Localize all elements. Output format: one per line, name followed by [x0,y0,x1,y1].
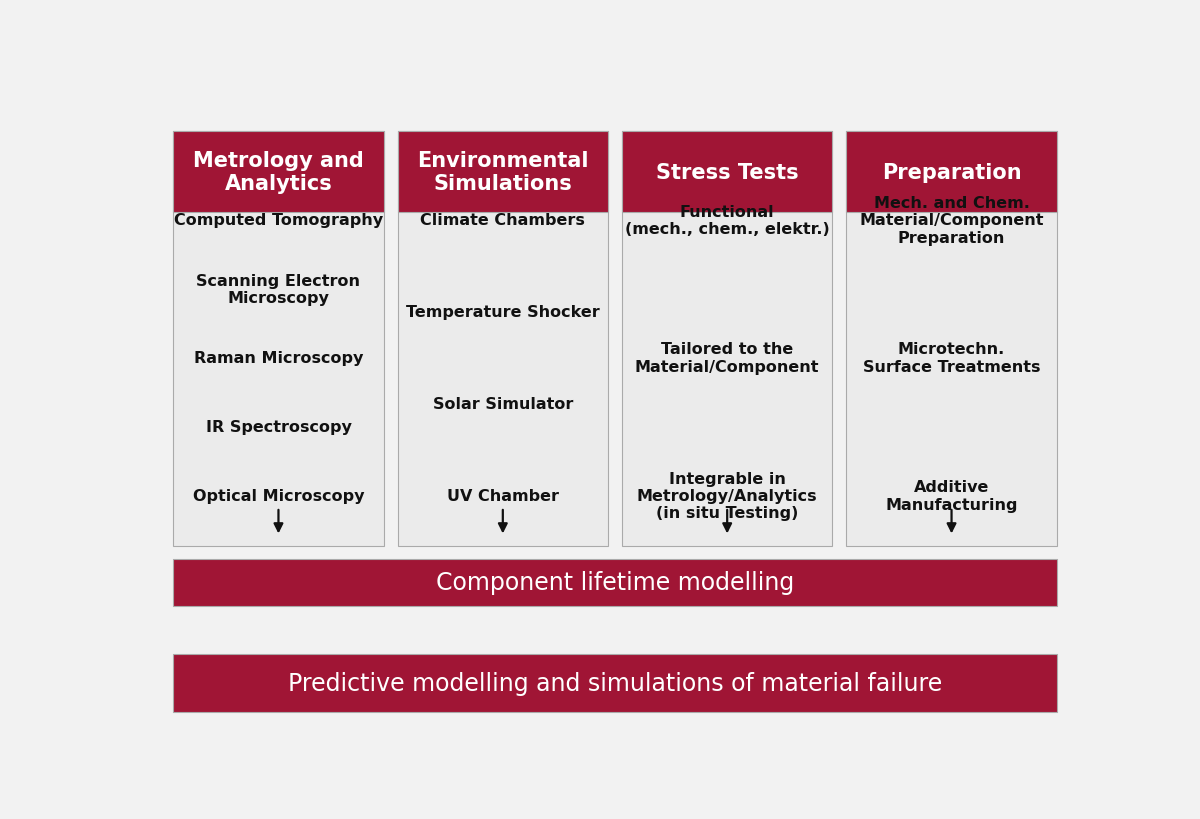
Text: UV Chamber: UV Chamber [446,488,559,504]
Text: Functional
(mech., chem., elektr.): Functional (mech., chem., elektr.) [625,205,829,237]
Text: Preparation: Preparation [882,162,1021,183]
Bar [846,132,1057,213]
Text: Component lifetime modelling: Component lifetime modelling [436,571,794,595]
Bar [397,132,608,213]
Text: Scanning Electron
Microscopy: Scanning Electron Microscopy [197,274,360,305]
Text: Solar Simulator: Solar Simulator [433,396,574,412]
Text: Predictive modelling and simulations of material failure: Predictive modelling and simulations of … [288,671,942,695]
Text: Environmental
Simulations: Environmental Simulations [418,151,588,194]
Text: Climate Chambers: Climate Chambers [420,213,586,228]
Text: Mech. and Chem.
Material/Component
Preparation: Mech. and Chem. Material/Component Prepa… [859,196,1044,246]
Text: Optical Microscopy: Optical Microscopy [193,488,365,504]
Bar [173,559,1057,606]
Bar [622,132,833,213]
Bar [173,654,1057,712]
Text: Additive
Manufacturing: Additive Manufacturing [886,480,1018,512]
Text: Integrable in
Metrology/Analytics
(in situ Testing): Integrable in Metrology/Analytics (in si… [637,471,817,521]
Text: Stress Tests: Stress Tests [656,162,798,183]
Bar [397,132,608,546]
Text: IR Spectroscopy: IR Spectroscopy [205,419,352,435]
Text: Raman Microscopy: Raman Microscopy [193,351,364,366]
Text: Computed Tomography: Computed Tomography [174,213,383,228]
Text: Temperature Shocker: Temperature Shocker [406,305,600,320]
Bar [846,132,1057,546]
Bar [173,132,384,213]
Text: Metrology and
Analytics: Metrology and Analytics [193,151,364,194]
Text: Tailored to the
Material/Component: Tailored to the Material/Component [635,342,820,374]
Text: Microtechn.
Surface Treatments: Microtechn. Surface Treatments [863,342,1040,374]
Bar [173,132,384,546]
Bar [622,132,833,546]
